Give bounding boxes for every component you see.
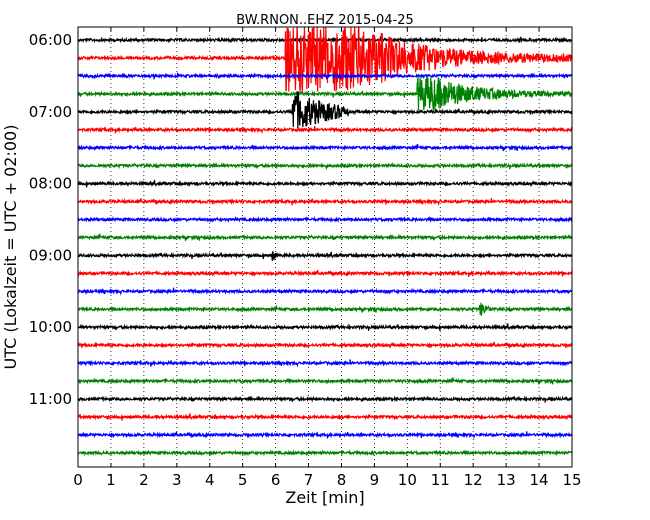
x-tick-label: 1: [106, 471, 116, 489]
x-tick-label: 7: [304, 471, 314, 489]
x-axis: 0 1 2 3 4 5 6 7 8 9 10 11 12 13 14 15: [73, 27, 582, 489]
seismic-trace: [78, 413, 572, 421]
x-tick-label: 8: [337, 471, 347, 489]
x-tick-label: 14: [530, 471, 549, 489]
seismic-trace: [78, 302, 572, 316]
x-tick-label: 13: [497, 471, 516, 489]
y-tick-label: 08:00: [29, 175, 72, 193]
x-tick-label: 10: [398, 471, 417, 489]
x-tick-label: 6: [271, 471, 281, 489]
x-tick-label: 2: [139, 471, 149, 489]
y-axis: 06:00 07:00 08:00 09:00 10:00 11:00: [29, 31, 572, 408]
seismic-trace: [78, 215, 572, 224]
seismic-trace: [78, 233, 572, 242]
x-tick-label: 12: [464, 471, 483, 489]
y-tick-label: 07:00: [29, 103, 72, 121]
seismic-trace: [78, 91, 572, 130]
seismic-trace: [78, 287, 572, 296]
x-tick-label: 9: [370, 471, 380, 489]
plot-frame: [77, 26, 573, 468]
seismic-trace: [78, 269, 572, 278]
seismic-trace: [78, 431, 572, 440]
seismic-trace: [78, 323, 572, 331]
seismic-trace: [78, 359, 572, 368]
x-tick-label: 11: [431, 471, 450, 489]
x-axis-label: Zeit [min]: [285, 488, 364, 507]
seismic-trace: [78, 76, 572, 112]
y-axis-label: UTC (Lokalzeit = UTC + 02:00): [1, 125, 20, 370]
seismic-trace: [78, 395, 572, 403]
seismic-trace: [78, 341, 572, 349]
y-tick-label: 09:00: [29, 246, 72, 264]
x-tick-label: 15: [562, 471, 581, 489]
y-tick-label: 10:00: [29, 318, 72, 336]
x-tick-label: 5: [238, 471, 248, 489]
seismic-trace: [78, 197, 572, 207]
x-tick-label: 4: [205, 471, 215, 489]
seismic-trace: [78, 72, 572, 80]
seismic-trace: [78, 162, 572, 171]
grid-lines: [110, 27, 540, 467]
seismic-trace: [78, 126, 572, 135]
seismic-trace: [78, 179, 572, 188]
seismic-trace: [78, 377, 572, 385]
chart-title: BW.RNON..EHZ 2015-04-25: [236, 13, 414, 28]
seismic-trace: [78, 251, 572, 261]
y-tick-label: 06:00: [29, 31, 72, 49]
seismic-trace: [78, 449, 572, 457]
x-tick-label: 3: [172, 471, 182, 489]
y-tick-label: 11:00: [29, 390, 72, 408]
x-tick-label: 0: [73, 471, 83, 489]
seismic-trace: [78, 27, 572, 93]
trace-group: [78, 27, 572, 457]
seismic-trace: [78, 143, 572, 152]
